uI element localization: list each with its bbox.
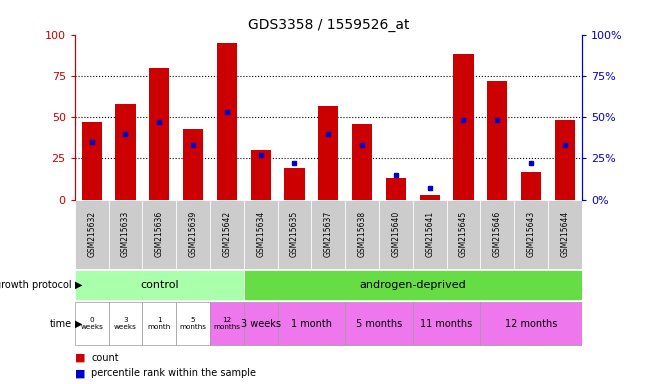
Text: GSM215645: GSM215645	[459, 211, 468, 257]
Text: time: time	[49, 318, 72, 329]
Text: percentile rank within the sample: percentile rank within the sample	[91, 368, 256, 378]
Bar	[210, 302, 244, 345]
Bar	[514, 200, 548, 269]
Bar	[548, 200, 582, 269]
Bar	[115, 104, 136, 200]
Bar	[216, 43, 237, 200]
Bar	[149, 68, 170, 200]
Text: GSM215638: GSM215638	[358, 211, 367, 257]
Text: control: control	[140, 280, 179, 290]
Bar	[311, 200, 345, 269]
Bar	[352, 124, 372, 200]
Bar	[210, 200, 244, 269]
Text: ■: ■	[75, 353, 85, 363]
Text: GSM215632: GSM215632	[87, 211, 96, 257]
Text: GSM215644: GSM215644	[560, 211, 569, 257]
Text: GSM215643: GSM215643	[526, 211, 536, 257]
Text: 12
months: 12 months	[213, 317, 240, 330]
Bar	[419, 195, 440, 200]
Text: ▶: ▶	[75, 280, 83, 290]
Bar	[487, 81, 508, 200]
Bar	[385, 178, 406, 200]
Bar	[413, 302, 480, 345]
Text: androgen-deprived: androgen-deprived	[359, 280, 466, 290]
Bar	[81, 122, 102, 200]
Text: 3
weeks: 3 weeks	[114, 317, 137, 330]
Title: GDS3358 / 1559526_at: GDS3358 / 1559526_at	[248, 18, 409, 32]
Text: 3 weeks: 3 weeks	[240, 318, 281, 329]
Bar	[554, 121, 575, 200]
Bar	[109, 200, 142, 269]
Text: GSM215640: GSM215640	[391, 211, 400, 257]
Bar	[284, 168, 305, 200]
Bar	[142, 200, 176, 269]
Bar	[183, 129, 203, 200]
Bar	[345, 302, 413, 345]
Text: growth protocol: growth protocol	[0, 280, 72, 290]
Bar	[447, 200, 480, 269]
Bar	[521, 172, 541, 200]
Bar	[345, 200, 379, 269]
Bar	[379, 200, 413, 269]
Text: GSM215639: GSM215639	[188, 211, 198, 257]
Bar	[278, 200, 311, 269]
Bar	[480, 302, 582, 345]
Text: GSM215636: GSM215636	[155, 211, 164, 257]
Text: 1 month: 1 month	[291, 318, 332, 329]
Text: GSM215637: GSM215637	[324, 211, 333, 257]
Bar	[244, 270, 582, 300]
Bar	[142, 302, 176, 345]
Bar	[244, 302, 278, 345]
Bar	[250, 150, 271, 200]
Bar	[75, 270, 244, 300]
Bar	[318, 106, 339, 200]
Bar	[176, 200, 210, 269]
Text: GSM215642: GSM215642	[222, 211, 231, 257]
Bar	[413, 200, 447, 269]
Bar	[176, 302, 210, 345]
Text: GSM215646: GSM215646	[493, 211, 502, 257]
Text: 0
weeks: 0 weeks	[80, 317, 103, 330]
Text: ▶: ▶	[75, 318, 83, 329]
Text: ■: ■	[75, 368, 85, 378]
Bar	[109, 302, 142, 345]
Bar	[278, 302, 345, 345]
Text: GSM215641: GSM215641	[425, 211, 434, 257]
Text: 5 months: 5 months	[356, 318, 402, 329]
Bar	[480, 200, 514, 269]
Text: 1
month: 1 month	[148, 317, 171, 330]
Bar	[75, 302, 109, 345]
Bar	[453, 55, 474, 200]
Bar	[244, 200, 278, 269]
Text: GSM215633: GSM215633	[121, 211, 130, 257]
Bar	[75, 200, 109, 269]
Text: GSM215634: GSM215634	[256, 211, 265, 257]
Text: 12 months: 12 months	[505, 318, 557, 329]
Text: GSM215635: GSM215635	[290, 211, 299, 257]
Text: 11 months: 11 months	[421, 318, 473, 329]
Text: count: count	[91, 353, 119, 363]
Text: 5
months: 5 months	[179, 317, 207, 330]
